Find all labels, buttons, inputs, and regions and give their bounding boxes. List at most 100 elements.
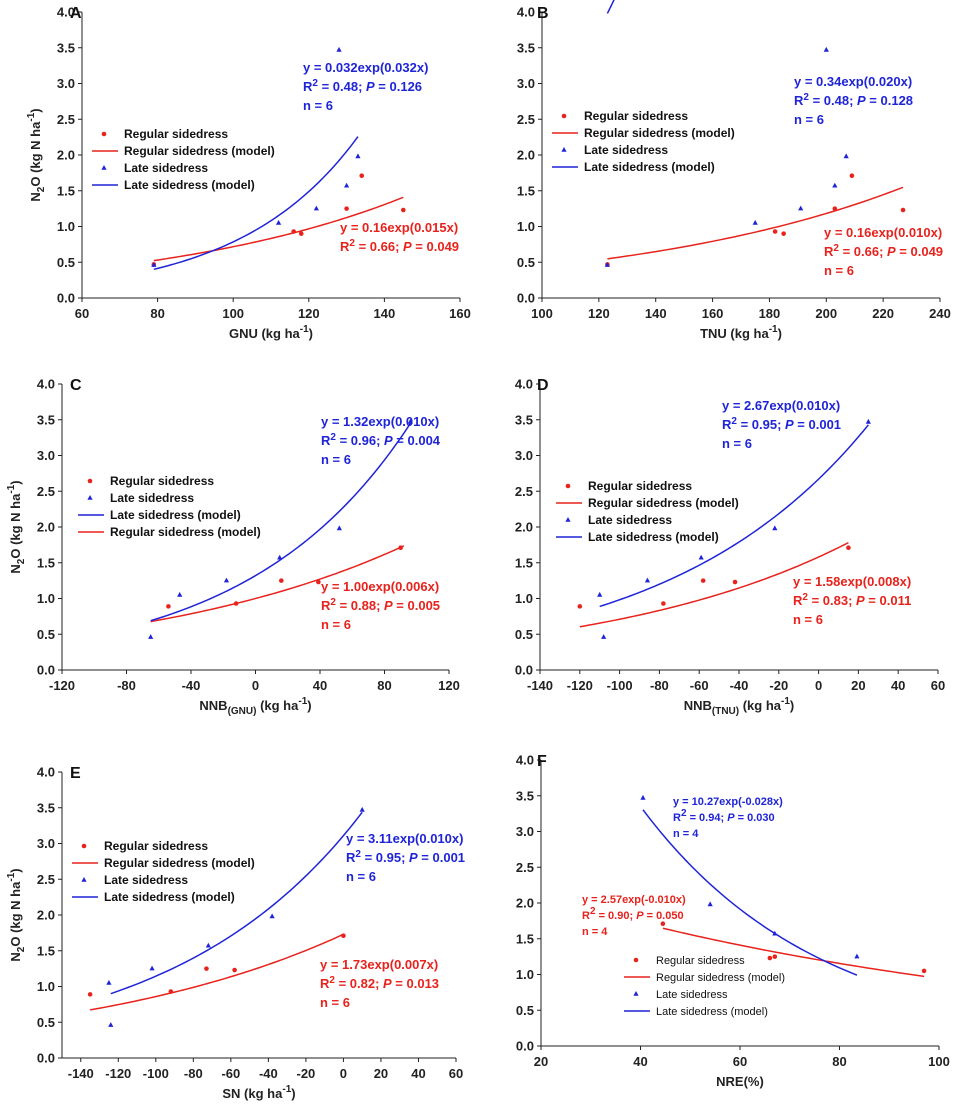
y-tick-label: 2.5 <box>516 860 534 875</box>
model-curve-regular <box>662 927 925 978</box>
r2-stat-late: R2 = 0.96; P = 0.004 <box>321 432 441 448</box>
legend-label: Late sidedress (model) <box>110 508 241 522</box>
panel-letter: D <box>537 377 549 394</box>
y-tick-label: 1.5 <box>37 555 55 570</box>
legend-label: Late sidedress (model) <box>584 160 715 174</box>
model-curve-late <box>150 423 411 622</box>
r2-stat-regular: R2 = 0.66; P = 0.049 <box>824 243 943 259</box>
data-point-regular <box>732 579 738 585</box>
data-point-regular <box>204 966 209 971</box>
legend-marker-late <box>565 517 571 522</box>
legend: Regular sidedress Regular sidedress (mode… <box>624 955 785 1018</box>
legend-label: Regular sidedress <box>104 839 208 853</box>
data-point-late <box>772 525 778 531</box>
panel-D: 0.0 0.5 1.0 1.5 2.0 2.5 3.0 3.5 4.0 -140 -120 -100 -… <box>515 377 945 718</box>
data-point-regular <box>832 206 838 211</box>
y-tick-label: 4.0 <box>515 377 533 392</box>
equation-regular: y = 2.57exp(-0.010x) <box>582 894 686 906</box>
data-point-late <box>865 418 871 424</box>
data-point-regular <box>233 601 239 606</box>
legend: Regular sidedress Regular sidedress (mode… <box>556 479 739 544</box>
series-regular: y = 0.16exp(0.015x) R2 = 0.66; P = 0.049 <box>151 173 459 267</box>
legend: Regular sidedress Late sidedress Late side… <box>78 474 261 539</box>
series-regular: y = 0.16exp(0.010x) R2 = 0.66; P = 0.049 n… <box>605 173 943 278</box>
equation-late: y = 2.67exp(0.010x) <box>722 398 840 413</box>
data-point-late <box>336 525 342 531</box>
r2-stat-late: R2 = 0.94; P = 0.030 <box>673 808 775 824</box>
model-curve-regular <box>607 186 904 260</box>
n-count-late: n = 6 <box>321 452 351 467</box>
y-axis-label: N2O (kg N ha-1) <box>26 108 47 201</box>
data-point-late <box>106 979 112 985</box>
data-point-late <box>177 591 183 597</box>
panel-letter: C <box>70 377 82 394</box>
legend-label: Late sidedress (model) <box>104 890 235 904</box>
data-point-late <box>832 182 838 188</box>
series-regular: y = 2.57exp(-0.010x)R2 = 0.90; P = 0.050… <box>582 894 927 978</box>
n-count-late: n = 6 <box>722 436 752 451</box>
legend-label: Late sidedress <box>124 161 208 175</box>
y-tick-label: 3.5 <box>516 788 534 803</box>
data-point-late <box>823 46 829 52</box>
data-point-late <box>854 953 860 959</box>
legend: Regular sidedress Regular sidedress (mode… <box>92 127 275 192</box>
x-axis-label: NNB(GNU) (kg ha-1) <box>199 696 311 717</box>
x-tick-label: 140 <box>374 306 396 321</box>
legend-marker-regular <box>87 478 93 484</box>
data-point-late <box>772 930 778 936</box>
y-tick-label: 2.5 <box>37 872 55 887</box>
y-tick-label: 3.5 <box>57 40 75 55</box>
n-count-late: n = 6 <box>794 112 824 127</box>
equation-late: y = 0.34exp(0.020x) <box>794 74 912 89</box>
legend-marker-regular <box>561 113 567 119</box>
data-point-regular <box>316 579 321 585</box>
y-tick-label: 1.5 <box>37 943 55 958</box>
legend-label: Late sidedress <box>656 989 728 1001</box>
x-tick-label: 60 <box>75 306 89 321</box>
x-tick-label: 80 <box>150 306 164 321</box>
y-tick-label: 1.0 <box>516 967 534 982</box>
r2-stat-late: R2 = 0.48; P = 0.128 <box>794 92 913 108</box>
r2-stat-late: R2 = 0.95; P = 0.001 <box>346 849 465 865</box>
y-tick-label: 0.0 <box>57 291 75 306</box>
x-tick-label: -20 <box>769 678 788 693</box>
legend-label: Late sidedress <box>104 873 188 887</box>
data-point-regular <box>298 231 304 236</box>
equation-late: y = 10.27exp(-0.028x) <box>673 796 783 808</box>
data-point-late <box>604 262 610 267</box>
x-axis-label: TNU (kg ha-1) <box>700 324 782 341</box>
x-tick-label: -60 <box>690 678 709 693</box>
y-tick-label: 1.0 <box>37 979 55 994</box>
x-tick-label: 40 <box>411 1066 425 1081</box>
y-tick-label: 0.5 <box>57 255 75 270</box>
y-tick-label: 0.0 <box>37 1051 55 1066</box>
n-count-regular: n = 6 <box>320 995 350 1010</box>
data-point-late <box>407 418 413 424</box>
x-tick-label: 160 <box>449 306 471 321</box>
legend-label: Regular sidedress (model) <box>656 972 785 984</box>
y-tick-label: 0.0 <box>516 1039 534 1054</box>
data-point-regular <box>291 229 296 234</box>
model-curve-late <box>110 811 363 995</box>
data-point-regular <box>279 578 284 583</box>
data-point-late <box>269 913 275 919</box>
data-point-late <box>344 182 350 188</box>
legend-marker-late <box>633 991 639 996</box>
data-point-late <box>644 577 651 583</box>
data-point-late <box>149 965 155 971</box>
x-tick-label: 100 <box>531 306 553 321</box>
x-tick-label: -100 <box>607 678 633 693</box>
series-late: y = 0.032exp(0.032x) R2 = 0.48; P = 0.126… <box>151 46 428 271</box>
y-tick-label: 0.5 <box>37 627 55 642</box>
y-tick-label: 1.5 <box>517 183 535 198</box>
data-point-regular <box>781 231 786 236</box>
data-point-late <box>108 1022 114 1027</box>
y-tick-label: 3.5 <box>515 412 533 427</box>
data-point-late <box>151 262 157 267</box>
y-tick-label: 1.5 <box>516 931 534 946</box>
data-point-regular <box>577 604 583 609</box>
y-tick-label: 3.5 <box>517 40 535 55</box>
y-tick-label: 2.0 <box>516 896 534 911</box>
equation-regular: y = 1.73exp(0.007x) <box>320 957 438 972</box>
legend-label: Late sidedress (model) <box>588 530 719 544</box>
